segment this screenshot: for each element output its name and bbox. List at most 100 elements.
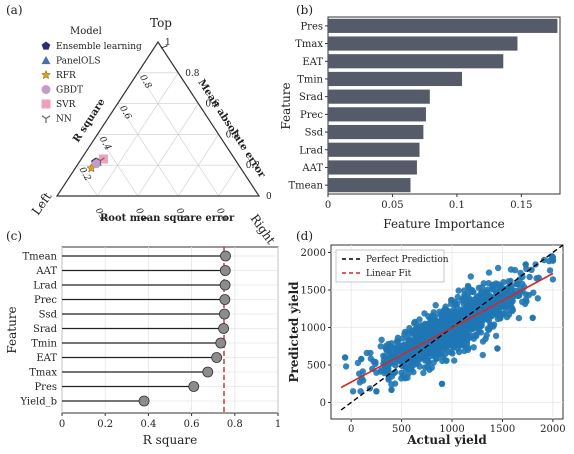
r-square-lollipop-chart: Tmean AAT Lrad Prec Ssd Srad Tmin EAT Tmax Pres Yi… bbox=[5, 246, 281, 447]
scatter-point bbox=[515, 292, 523, 299]
scatter-point bbox=[507, 277, 514, 285]
ternary-corner-left: Left bbox=[29, 190, 55, 218]
scatter-point bbox=[455, 335, 462, 342]
ternary-tick-label-right: 0.6 bbox=[205, 100, 220, 110]
y-tick-label: Tmax bbox=[29, 368, 57, 379]
scatter-point bbox=[405, 335, 412, 343]
scatter-point bbox=[496, 315, 504, 322]
grid-c bbox=[61, 247, 279, 413]
legend-d: Perfect Prediction Linear Fit bbox=[335, 249, 449, 283]
lollipop-dot bbox=[211, 352, 223, 363]
legend-marker-circle bbox=[41, 85, 51, 94]
scatter-point bbox=[486, 324, 494, 331]
scatter-point bbox=[534, 295, 541, 302]
lollipop-dot bbox=[215, 337, 227, 349]
scatter-point bbox=[441, 318, 448, 325]
linear-fit-line bbox=[340, 272, 554, 389]
scatter-point bbox=[423, 322, 430, 329]
scatter-point bbox=[417, 328, 424, 335]
ternary-grid-line bbox=[76, 165, 98, 197]
ternary-tick-label-top: 0.4 bbox=[97, 135, 113, 153]
ternary-frame bbox=[55, 40, 261, 197]
scatter-point bbox=[410, 359, 418, 366]
scatter-point bbox=[430, 359, 437, 366]
y-tick-label: Ssd bbox=[305, 128, 324, 139]
plot-frame-b bbox=[327, 16, 561, 195]
scatter-point bbox=[519, 298, 526, 305]
y-tick-label: Lrad bbox=[33, 281, 57, 292]
ternary-chart: 00.20.40.60.810.20.40.60.810.2 0.4 0.6 0.8 … bbox=[29, 16, 278, 247]
y-tick-labels: 0 500 1000 1500 2000 bbox=[301, 248, 331, 409]
scatter-point bbox=[467, 303, 475, 310]
y-tick-label: EAT bbox=[36, 353, 57, 364]
scatter-point bbox=[430, 348, 437, 355]
scatter-point bbox=[483, 331, 490, 339]
legend-marker-star bbox=[41, 69, 51, 80]
x-tick-label: 0.1 bbox=[449, 200, 465, 211]
legend-title: Model bbox=[70, 26, 102, 37]
legend-label: SVR bbox=[56, 100, 76, 110]
ternary-tick-label-top: 1 bbox=[157, 43, 169, 53]
scatter-point bbox=[421, 310, 428, 317]
yield-scatter-chart: 0 500 1000 1500 2000 0 500 1000 1500 2000 Perfec… bbox=[287, 244, 566, 447]
scatter-point bbox=[462, 342, 469, 349]
y-tick-label: 500 bbox=[307, 361, 326, 372]
scatter-point bbox=[367, 349, 374, 357]
lollipop-dot bbox=[220, 250, 231, 262]
legend-label: Ensemble learning bbox=[56, 42, 142, 52]
scatter-point bbox=[455, 287, 462, 294]
scatter-point bbox=[454, 327, 461, 334]
lollipop-dot bbox=[138, 395, 150, 407]
x-tick-label: 0.4 bbox=[140, 419, 156, 430]
scatter-point bbox=[424, 357, 432, 365]
scatter-point bbox=[464, 282, 472, 290]
bar bbox=[328, 142, 420, 157]
lollipop-dot bbox=[202, 366, 214, 378]
scatter-point bbox=[420, 369, 427, 377]
y-tick-label: Lrad bbox=[299, 145, 323, 156]
x-tick-label: 0.8 bbox=[227, 419, 243, 430]
scatter-point bbox=[439, 357, 446, 365]
scatter-point bbox=[378, 336, 385, 343]
ternary-point-tri_down bbox=[96, 157, 105, 166]
lollipop-dot bbox=[218, 323, 229, 334]
bars bbox=[328, 18, 558, 193]
bar bbox=[328, 36, 518, 51]
x-tick-label: 0.15 bbox=[510, 200, 532, 211]
y-axis-label-c: Feature bbox=[5, 306, 19, 353]
scatter-point bbox=[522, 261, 529, 268]
y-tick-label: 1500 bbox=[301, 286, 326, 297]
y-tick-label: Pres bbox=[300, 21, 323, 32]
y-axis-label-b: Feature bbox=[279, 82, 293, 129]
scatter-point bbox=[370, 358, 377, 365]
scatter-point bbox=[464, 322, 471, 329]
bar bbox=[328, 54, 504, 69]
scatter-point bbox=[487, 308, 494, 315]
legend-label: RFR bbox=[56, 71, 76, 81]
y-axis-label-d: Predicted yield bbox=[287, 281, 301, 383]
scatter-point bbox=[528, 266, 535, 273]
legend-label: PanelOLS bbox=[56, 57, 101, 67]
y-tick-label: Yield_b bbox=[19, 397, 57, 408]
ternary-grid-line bbox=[117, 103, 179, 197]
scatter-point bbox=[404, 364, 411, 371]
y-tick-label: Ssd bbox=[39, 310, 58, 321]
scatter-point bbox=[451, 357, 458, 364]
ternary-grid-line bbox=[137, 103, 199, 197]
scatter-points bbox=[341, 253, 557, 395]
lollipops bbox=[62, 250, 231, 407]
scatter-point bbox=[356, 370, 363, 377]
scatter-point bbox=[399, 372, 407, 379]
scatter-point bbox=[425, 348, 432, 355]
lollipop-dot bbox=[188, 381, 200, 392]
legend-marker-tri_down bbox=[41, 115, 51, 123]
x-tick-label: 1 bbox=[275, 419, 281, 430]
scatter-point bbox=[432, 302, 439, 309]
scatter-point bbox=[412, 328, 420, 335]
ternary-corner-top: Top bbox=[150, 16, 172, 30]
panel-label-b: (b) bbox=[296, 3, 313, 17]
scatter-point bbox=[465, 328, 472, 335]
scatter-point bbox=[540, 256, 548, 264]
scatter-point bbox=[358, 355, 365, 363]
